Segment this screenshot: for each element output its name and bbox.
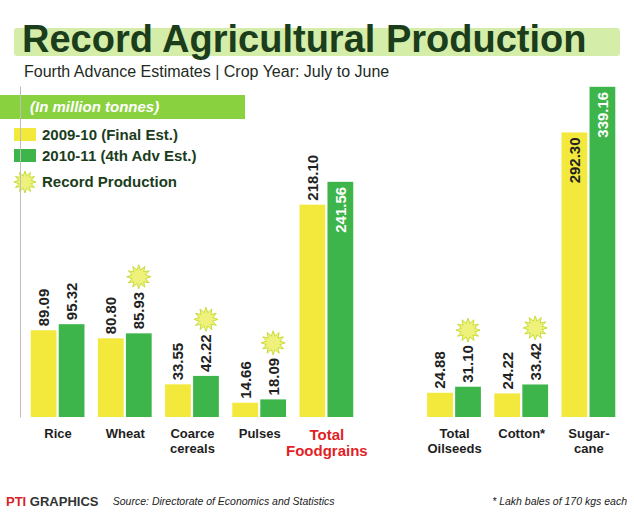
x-tick: Wheat	[106, 426, 146, 441]
title: Record Agricultural Production	[22, 18, 586, 60]
bar	[260, 399, 286, 417]
record-star	[127, 265, 151, 289]
data-label: 33.55	[169, 343, 186, 381]
data-label: 33.42	[527, 343, 544, 381]
x-tick: Coarcecereals	[170, 426, 215, 455]
legend-swatch	[14, 128, 36, 141]
bar	[98, 338, 124, 417]
x-tick: TotalFoodgrains	[286, 426, 368, 460]
x-tick-label: Sugar-cane	[568, 426, 609, 455]
bar	[522, 384, 548, 417]
x-tick-label: Rice	[44, 426, 71, 441]
note: * Lakh bales of 170 kgs each	[492, 495, 627, 507]
x-tick-label: TotalOilseeds	[427, 426, 481, 455]
data-label: 80.80	[102, 297, 119, 335]
bar	[31, 330, 57, 417]
legend-record-star	[14, 171, 36, 193]
legend-label: 2009-10 (Final Est.)	[42, 126, 178, 143]
bar	[562, 132, 588, 417]
bar	[232, 403, 258, 417]
record-stars	[127, 265, 547, 355]
data-label: 14.66	[237, 361, 254, 399]
x-tick: Cotton*	[498, 426, 546, 441]
legend-swatch	[14, 149, 36, 162]
record-star	[523, 316, 547, 340]
data-label: 339.16	[594, 92, 611, 138]
bar	[455, 387, 481, 417]
y-axis	[20, 87, 21, 418]
unit-banner	[0, 95, 245, 119]
bar	[165, 384, 191, 417]
x-tick: Sugar-cane	[568, 426, 609, 455]
data-label: 85.93	[130, 292, 147, 330]
bar	[327, 182, 353, 417]
x-tick-label: Pulses	[239, 426, 281, 441]
record-star	[194, 307, 218, 331]
x-tick: Rice	[44, 426, 71, 441]
source: Source: Directorate of Economics and Sta…	[113, 495, 336, 507]
record-star	[456, 318, 480, 342]
legend-record-label: Record Production	[42, 173, 177, 190]
data-label: 42.22	[197, 334, 214, 372]
bar	[126, 333, 152, 417]
y-axis-line	[20, 87, 21, 418]
data-label: 218.10	[304, 155, 321, 201]
data-label: 89.09	[35, 289, 52, 327]
unit-label: (In million tonnes)	[30, 98, 159, 115]
x-tick-label: Coarcecereals	[170, 426, 215, 455]
bar	[590, 87, 616, 417]
data-label: 18.09	[265, 358, 282, 396]
bar	[427, 393, 453, 417]
x-tick-label: Cotton*	[498, 426, 546, 441]
x-axis: Rice Wheat Coarcecereals Pulses TotalFoodgra…	[44, 426, 609, 460]
chart-container: Record Agricultural Production Fourth Adv…	[0, 0, 634, 514]
data-label: 292.30	[566, 137, 583, 183]
data-label: 95.32	[63, 283, 80, 321]
data-label: 24.88	[431, 351, 448, 389]
bar	[299, 205, 325, 417]
data-label: 241.56	[332, 187, 349, 233]
chart-svg: Record Agricultural Production Fourth Adv…	[0, 0, 634, 514]
bar	[59, 324, 85, 417]
x-tick: Pulses	[239, 426, 281, 441]
bar	[193, 376, 219, 417]
credit: PTI GRAPHICS	[6, 494, 99, 509]
subtitle: Fourth Advance Estimates | Crop Year: Ju…	[24, 63, 389, 80]
legend: 2009-10 (Final Est.) 2010-11 (4th Adv Est…	[14, 126, 197, 193]
data-labels: 89.09 80.80 33.55 14.66 218.10 24.88 24.22 292.…	[35, 92, 611, 399]
legend-label: 2010-11 (4th Adv Est.)	[42, 147, 197, 164]
bar	[494, 393, 520, 417]
record-star	[261, 331, 285, 355]
x-tick-label: Wheat	[106, 426, 146, 441]
data-label: 31.10	[459, 345, 476, 383]
bars	[31, 87, 616, 417]
x-tick-label: TotalFoodgrains	[286, 426, 368, 460]
data-label: 24.22	[499, 352, 516, 390]
x-tick: TotalOilseeds	[427, 426, 481, 455]
